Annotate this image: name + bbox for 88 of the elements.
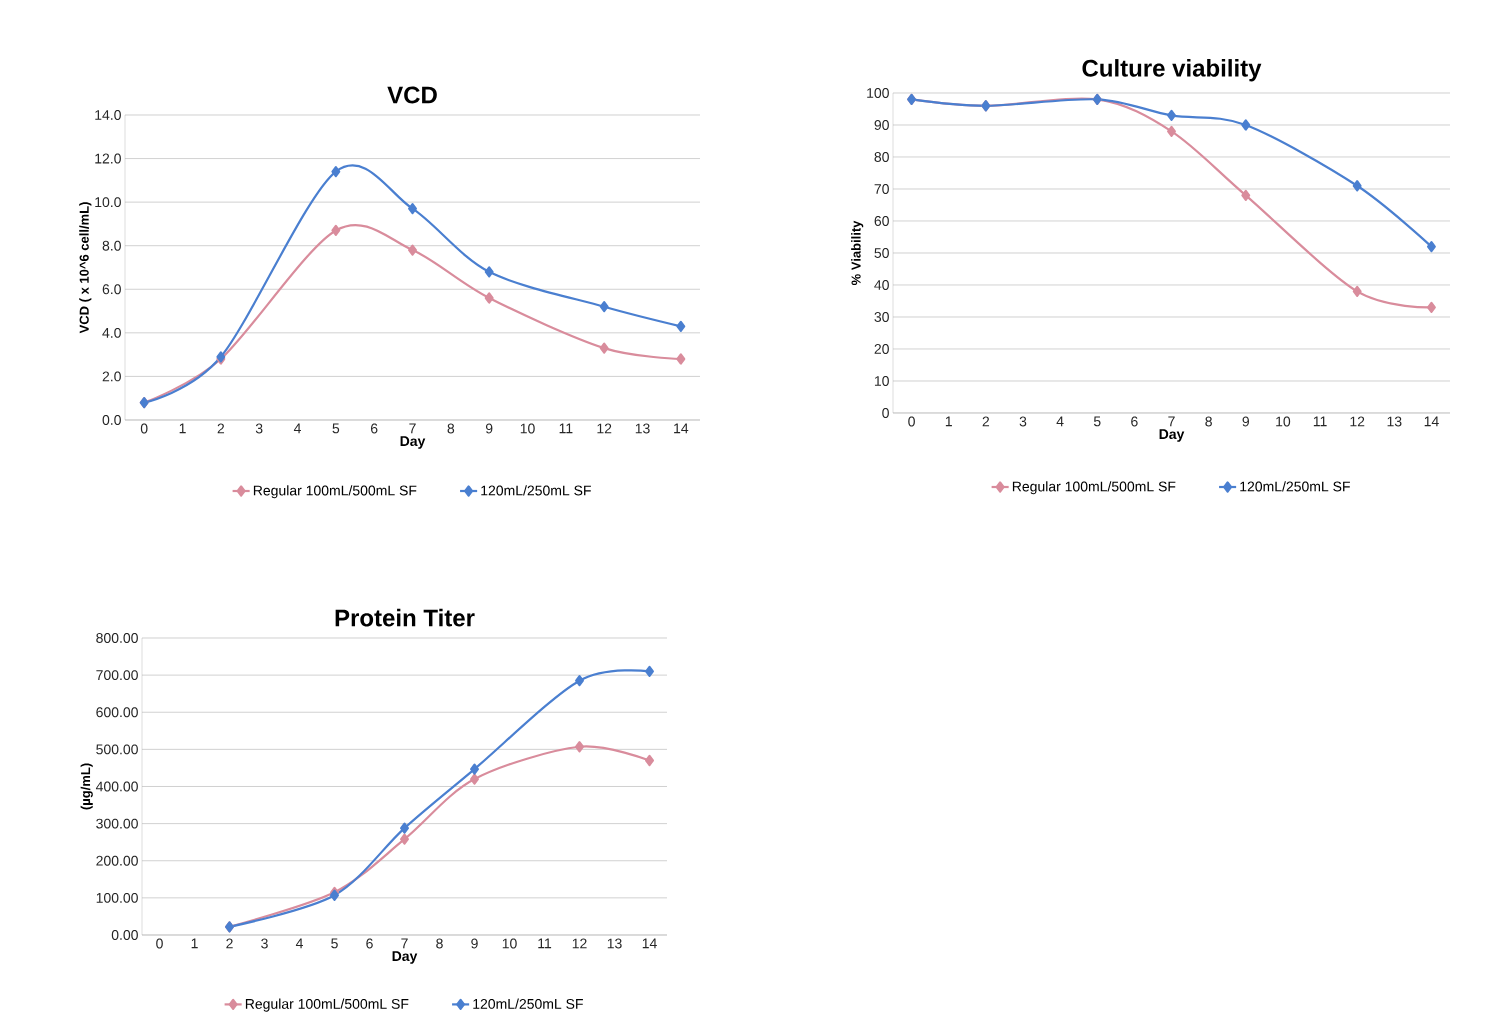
y-tick-label: 600.00 bbox=[96, 707, 138, 718]
x-tick-label: 6 bbox=[370, 423, 378, 434]
x-tick-label: 13 bbox=[635, 423, 650, 434]
x-tick-label: 4 bbox=[293, 423, 301, 434]
chart-title: Culture viability bbox=[1082, 59, 1262, 82]
x-tick-label: 12 bbox=[597, 423, 612, 434]
x-tick-label: 14 bbox=[674, 423, 689, 434]
x-tick-label: 14 bbox=[1424, 416, 1439, 427]
x-tick-label: 7 bbox=[1168, 416, 1175, 427]
chart-title: Protein Titer bbox=[335, 608, 475, 627]
y-tick-label: 12.0 bbox=[95, 153, 121, 164]
x-tick-label: 5 bbox=[1093, 416, 1101, 427]
y-tick-label: 4.0 bbox=[102, 327, 121, 338]
x-tick-label: 13 bbox=[1387, 416, 1402, 427]
y-tick-label: 14.0 bbox=[95, 110, 121, 120]
y-tick-label: 80 bbox=[874, 152, 889, 162]
y-tick-label: 500.00 bbox=[96, 744, 138, 755]
x-tick-label: 9 bbox=[471, 938, 478, 949]
x-tick-label: 3 bbox=[261, 938, 268, 949]
y-axis-title: % Viability bbox=[851, 220, 864, 286]
x-tick-label: 9 bbox=[485, 423, 493, 434]
y-tick-label: 2.0 bbox=[102, 371, 121, 382]
x-tick-label: 5 bbox=[331, 938, 338, 949]
x-tick-label: 4 bbox=[295, 938, 303, 949]
x-tick-label: 7 bbox=[401, 938, 408, 949]
x-axis-title: Day bbox=[392, 951, 418, 964]
y-axis-title: (µg/mL) bbox=[80, 763, 93, 810]
x-tick-label: 9 bbox=[1242, 416, 1250, 427]
y-tick-label: 30 bbox=[874, 312, 889, 322]
x-tick-label: 2 bbox=[982, 416, 990, 427]
x-tick-label: 10 bbox=[520, 423, 535, 434]
x-tick-label: 3 bbox=[1019, 416, 1027, 427]
x-tick-label: 0 bbox=[140, 423, 148, 434]
x-tick-label: 8 bbox=[436, 938, 443, 949]
y-tick-label: 800.00 bbox=[96, 633, 138, 643]
x-tick-label: 6 bbox=[366, 938, 373, 949]
y-tick-label: 50 bbox=[874, 248, 889, 258]
y-tick-label: 10.0 bbox=[95, 197, 121, 208]
y-tick-label: 200.00 bbox=[96, 855, 138, 866]
y-tick-label: 0.0 bbox=[102, 415, 121, 425]
x-tick-label: 11 bbox=[559, 423, 573, 434]
x-tick-label: 1 bbox=[945, 416, 952, 427]
x-tick-label: 10 bbox=[502, 938, 517, 949]
x-tick-label: 7 bbox=[409, 423, 416, 434]
x-tick-label: 2 bbox=[226, 938, 233, 949]
x-tick-label: 5 bbox=[332, 423, 340, 434]
x-tick-label: 13 bbox=[607, 938, 622, 949]
x-axis-title: Day bbox=[400, 436, 426, 449]
x-tick-label: 8 bbox=[447, 423, 455, 434]
x-tick-label: 4 bbox=[1056, 416, 1064, 427]
x-tick-label: 11 bbox=[1313, 416, 1327, 427]
y-tick-label: 70 bbox=[874, 184, 889, 194]
y-tick-label: 700.00 bbox=[96, 670, 138, 681]
chart-title: VCD bbox=[387, 86, 437, 104]
x-axis-title: Day bbox=[1159, 429, 1185, 442]
legend-label: 120mL/250mL SF bbox=[473, 998, 583, 1009]
x-tick-label: 0 bbox=[908, 416, 915, 427]
legend-label: Regular 100mL/500mL SF bbox=[253, 485, 417, 499]
y-tick-label: 0.00 bbox=[111, 930, 138, 940]
x-tick-label: 12 bbox=[572, 938, 587, 949]
x-tick-label: 12 bbox=[1350, 416, 1365, 427]
y-tick-label: 400.00 bbox=[95, 781, 138, 792]
y-tick-label: 90 bbox=[874, 120, 889, 130]
y-tick-label: 100.00 bbox=[96, 892, 138, 903]
x-tick-label: 2 bbox=[217, 423, 225, 434]
y-axis-title: VCD ( x 10^6 cell/mL) bbox=[79, 202, 92, 334]
y-tick-label: 10 bbox=[874, 376, 889, 386]
y-tick-label: 40 bbox=[874, 280, 889, 290]
x-tick-label: 14 bbox=[642, 938, 657, 949]
legend-label: 120mL/250mL SF bbox=[1240, 481, 1350, 492]
x-tick-label: 11 bbox=[538, 938, 552, 949]
x-tick-label: 1 bbox=[191, 938, 198, 949]
y-tick-label: 300.00 bbox=[96, 818, 138, 829]
y-tick-label: 60 bbox=[874, 216, 889, 226]
y-tick-label: 100 bbox=[867, 88, 889, 98]
x-tick-label: 0 bbox=[156, 938, 163, 949]
x-tick-label: 10 bbox=[1276, 416, 1291, 427]
legend-label: Regular 100mL/500mL SF bbox=[1012, 481, 1176, 495]
y-tick-label: 0 bbox=[882, 408, 889, 418]
y-tick-label: 20 bbox=[874, 344, 889, 354]
x-tick-label: 8 bbox=[1205, 416, 1212, 427]
legend-label: Regular 100mL/500mL SF bbox=[245, 998, 409, 1012]
y-tick-label: 8.0 bbox=[102, 240, 121, 251]
legend-label: 120mL/250mL SF bbox=[481, 485, 591, 496]
x-tick-label: 1 bbox=[179, 423, 186, 434]
y-tick-label: 6.0 bbox=[102, 284, 121, 295]
x-tick-label: 3 bbox=[255, 423, 263, 434]
x-tick-label: 6 bbox=[1131, 416, 1138, 427]
